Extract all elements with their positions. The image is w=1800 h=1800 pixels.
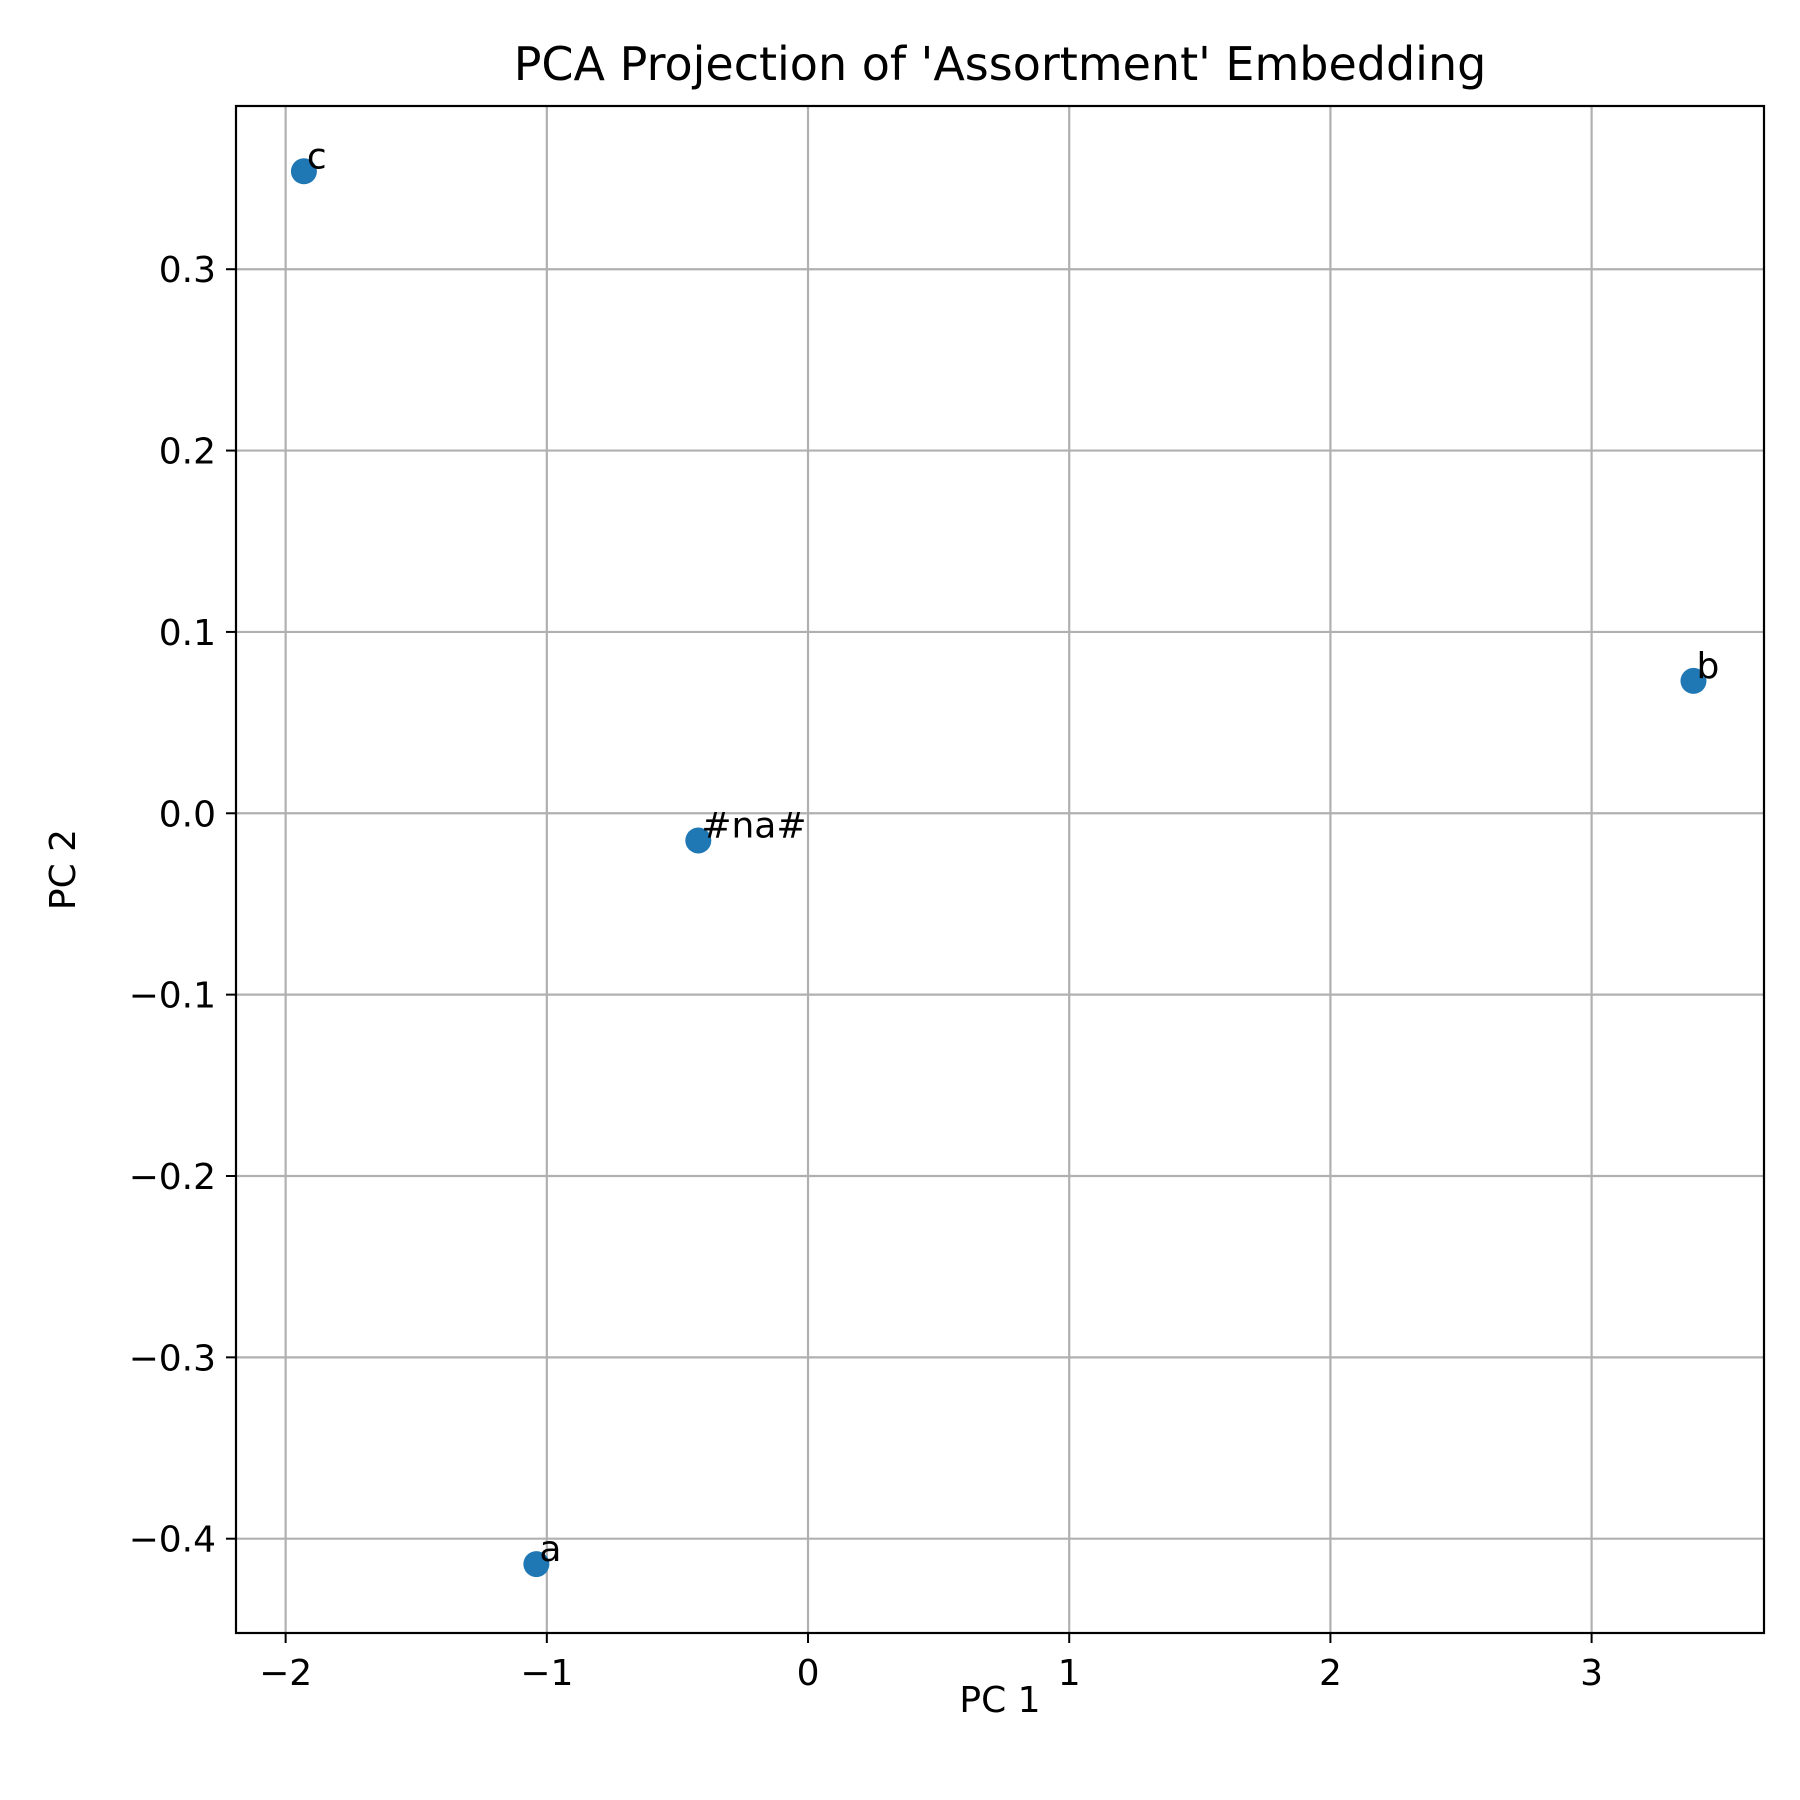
point-label: a [539,1529,561,1570]
x-tick-label: −2 [259,1653,312,1694]
scatter-point [290,158,317,185]
y-tick-label: 0.3 [159,250,216,291]
chart-title: PCA Projection of 'Assortment' Embedding [514,37,1487,91]
scatter-point [523,1551,550,1578]
y-tick-label: −0.1 [129,976,216,1017]
scatter-point [685,827,712,854]
x-tick-label: 0 [797,1653,820,1694]
x-tick-label: 3 [1580,1653,1603,1694]
y-tick-label: 0.2 [159,432,216,473]
x-axis-label: PC 1 [959,1680,1040,1721]
y-tick-label: −0.2 [129,1157,216,1198]
scatter-point [1680,667,1707,694]
point-label: #na# [701,805,806,846]
x-tick-label: 2 [1319,1653,1342,1694]
point-label: b [1696,646,1719,687]
y-axis-label: PC 2 [43,829,84,910]
data-points: c b #na# a [290,136,1719,1578]
x-tick-label: −1 [520,1653,573,1694]
y-tick-label: −0.3 [129,1338,216,1379]
y-tick-label: 0.1 [159,613,216,654]
grid [236,106,1764,1633]
plot-frame [234,104,1766,1635]
axis-ticks: −2 −1 0 1 2 3 −0.4 −0.3 −0.2 −0.1 0.0 0.1 0.2 0.3 [129,250,1603,1694]
x-tick-label: 1 [1058,1653,1081,1694]
y-tick-label: 0.0 [159,794,216,835]
point-label: c [307,136,327,177]
y-tick-label: −0.4 [129,1520,216,1561]
